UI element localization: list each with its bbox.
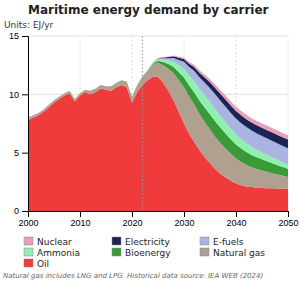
x-tick-label: 2030 [174, 218, 194, 228]
y-tick-label: 15 [9, 31, 19, 41]
y-tick-label: 0 [14, 206, 19, 216]
legend-label: Ammonia [37, 248, 80, 258]
y-tick: 0 [14, 206, 28, 216]
y-tick: 15 [9, 31, 28, 41]
x-tick: 2020 [122, 211, 142, 228]
x-tick-label: 2050 [278, 218, 298, 228]
x-tick: 2010 [70, 211, 90, 228]
x-tick-label: 2010 [70, 218, 90, 228]
legend-swatch [24, 248, 33, 256]
x-tick: 2040 [226, 211, 246, 228]
title: Maritime energy demand by carrier [28, 3, 269, 17]
y-tick: 10 [9, 90, 28, 100]
x-tick-label: 2000 [18, 218, 38, 228]
y-tick-mark [22, 153, 28, 154]
legend-item: E-fuels [200, 237, 244, 247]
x-tick-mark [132, 211, 133, 217]
legend: Nuclear Electricity E-fuels Ammonia Bioenerg… [24, 237, 265, 269]
x-tick-mark [184, 211, 185, 217]
x-axis-line [29, 212, 289, 218]
legend-label: Nuclear [37, 237, 72, 247]
y-tick-mark [22, 94, 28, 95]
area [28, 58, 288, 165]
legend-swatch [200, 248, 209, 256]
x-tick-label: 2040 [226, 218, 246, 228]
x-tick-mark [288, 211, 289, 217]
y-grid-line [28, 36, 288, 37]
y-tick-mark [22, 211, 28, 212]
reference-line [142, 36, 143, 211]
legend-swatch [200, 237, 209, 245]
legend-swatch [24, 259, 33, 267]
legend-label: Natural gas [213, 248, 265, 258]
x-tick: 2050 [278, 211, 298, 228]
grid [28, 36, 288, 211]
area [28, 56, 288, 148]
legend-item: Natural gas [200, 248, 265, 258]
legend-label: Oil [37, 259, 49, 269]
y-axis-label: Units: EJ/yr [4, 20, 54, 30]
legend-item: Nuclear [24, 237, 72, 247]
y-tick-label: 5 [14, 148, 19, 158]
legend-swatch [24, 237, 33, 245]
plot: 2000 2010 2020 2030 2040 2050 0 5 10 15 [9, 31, 299, 228]
chart: Maritime energy demand by carrier Units: … [0, 0, 300, 281]
legend-swatch [112, 237, 121, 245]
y-axis-line [22, 37, 29, 212]
x-tick-label: 2020 [122, 218, 142, 228]
legend-item: Ammonia [24, 248, 80, 258]
legend-label: E-fuels [213, 237, 244, 247]
area [28, 56, 288, 140]
legend-item: Oil [24, 259, 49, 269]
x-tick: 2000 [18, 211, 38, 228]
legend-item: Bioenergy [112, 248, 171, 258]
y-axis: 0 5 10 15 [9, 31, 29, 216]
y-tick-label: 10 [9, 90, 19, 100]
legend-label: Bioenergy [125, 248, 171, 258]
y-tick: 5 [14, 148, 28, 158]
legend-swatch [112, 248, 121, 256]
x-tick-mark [236, 211, 237, 217]
marks [28, 36, 288, 211]
x-tick-mark [80, 211, 81, 217]
x-axis: 2000 2010 2020 2030 2040 2050 [18, 211, 298, 228]
area [28, 59, 288, 168]
legend-item: Electricity [112, 237, 170, 247]
x-tick: 2030 [174, 211, 194, 228]
y-tick-mark [22, 36, 28, 37]
footnote: Natural gas includes LNG and LPG. Histor… [3, 272, 263, 280]
legend-label: Electricity [125, 237, 170, 247]
